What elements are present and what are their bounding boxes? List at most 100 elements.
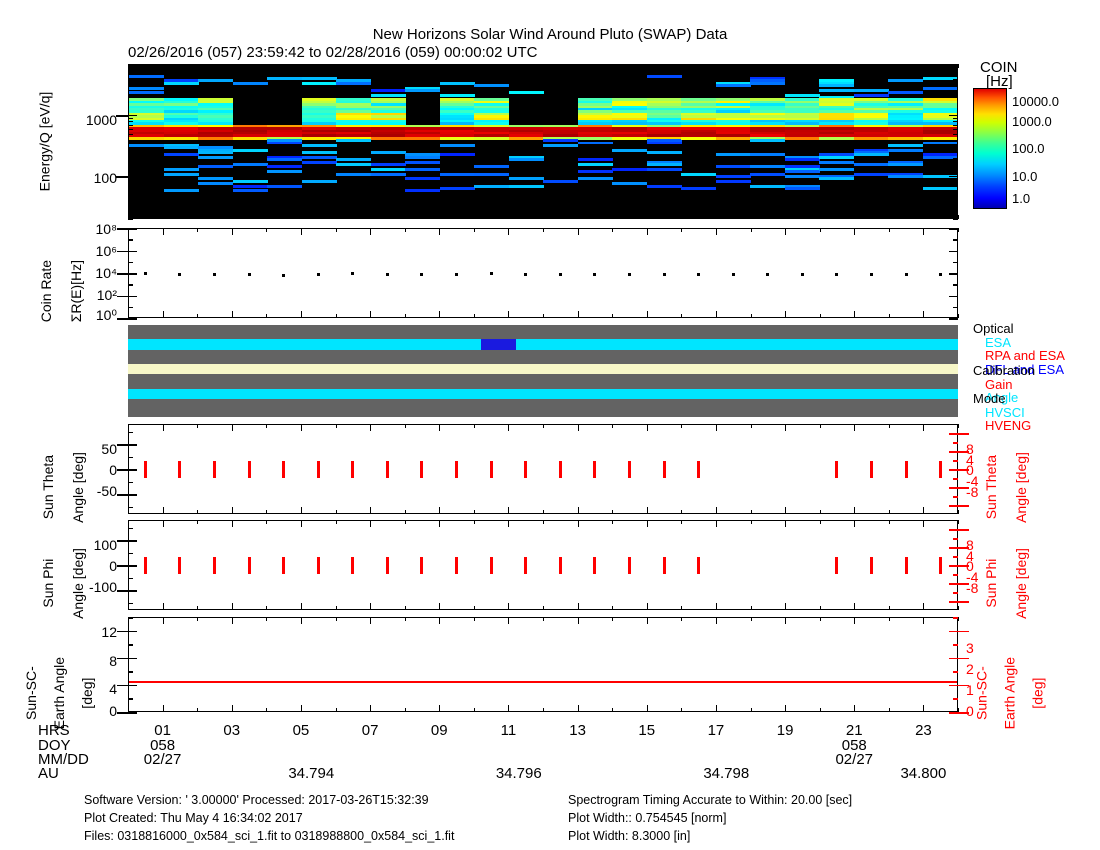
spectrogram-cell xyxy=(267,158,303,162)
sunphi-data-marker xyxy=(455,556,459,574)
spectrogram-cell xyxy=(750,103,786,107)
suntheta-y-label-right-line2: Angle [deg] xyxy=(1013,452,1029,523)
spectrogram-cell xyxy=(750,98,786,102)
suntheta-ytickR-8: 8 xyxy=(966,441,974,457)
spectrogram-tickmark-right xyxy=(953,158,958,160)
spectrogram-cell xyxy=(888,129,924,133)
sunphi-ytickmark xyxy=(128,527,133,529)
panel-xtick xyxy=(785,617,787,624)
spectrogram-cell xyxy=(577,136,613,140)
panel-xtick xyxy=(473,520,475,524)
sunscearth-major-tick-leader-right xyxy=(958,630,969,633)
panel-xtick xyxy=(128,520,129,524)
spectrogram-cell xyxy=(922,103,957,107)
spectrogram-tickmark xyxy=(128,176,137,178)
spectrogram-tickmark-right xyxy=(953,124,958,126)
spectrogram-cell xyxy=(819,117,855,121)
spectrogram-cell xyxy=(612,129,648,133)
spectrogram-cell xyxy=(163,172,199,176)
spectrogram-cell xyxy=(646,124,682,128)
panel-xtick-bottom xyxy=(750,215,752,219)
suntheta-ytickmark xyxy=(128,506,133,508)
coinrate-data-point xyxy=(524,272,528,276)
coinrate-major-tick-leader xyxy=(117,295,128,297)
spectrogram-tickmark-right xyxy=(949,115,958,117)
spectrogram-cell xyxy=(198,129,234,133)
panel-xtick xyxy=(681,617,683,621)
panel-xtick-bottom xyxy=(128,314,129,318)
panel-xtick-bottom xyxy=(128,215,129,219)
suntheta-data-marker xyxy=(904,460,908,478)
spectrogram-cell xyxy=(336,103,372,107)
spectrogram-cell xyxy=(129,98,165,102)
panel-xtick xyxy=(750,228,752,232)
spectrogram-cell xyxy=(267,76,303,80)
xaxis-hrs-label: 01 xyxy=(154,722,171,739)
spectrogram-cell xyxy=(198,122,234,126)
xaxis-hrs-label: 03 xyxy=(223,722,241,739)
spectrogram-tickmark xyxy=(128,124,133,126)
spectrogram-cell xyxy=(474,100,510,104)
coinrate-ytick-1e2: 10² xyxy=(96,287,117,303)
panel-xtick-bottom xyxy=(508,507,510,514)
suntheta-ytickmark-right xyxy=(949,469,958,471)
suntheta-ytick-m50: -50 xyxy=(96,483,117,499)
panel-xtick-bottom xyxy=(404,510,406,514)
spectrogram-cell xyxy=(336,105,372,109)
spectrogram-cell xyxy=(129,110,165,114)
spectrogram-cell xyxy=(543,131,579,135)
panel-xtick xyxy=(266,64,268,68)
sunphi-ytickmark-right xyxy=(953,556,958,558)
coinrate-ytickmark xyxy=(128,228,137,230)
sunphi-data-marker xyxy=(904,556,908,574)
panel-xtick-bottom xyxy=(439,311,441,318)
suntheta-data-marker xyxy=(385,460,389,478)
spectrogram-cell xyxy=(508,124,544,128)
sunphi-data-marker xyxy=(212,556,216,574)
panel-xtick xyxy=(715,520,717,527)
sunphi-major-tick-leader-right xyxy=(958,583,969,585)
spectrogram-cell xyxy=(370,112,406,116)
panel-xtick-bottom xyxy=(577,705,579,712)
spectrogram-tickmark xyxy=(128,200,133,202)
spectrogram-cell xyxy=(819,96,855,100)
spectrogram-cell xyxy=(784,155,820,159)
spectrogram-cell xyxy=(612,105,648,109)
spectrogram-cell xyxy=(853,88,889,92)
spectrogram-cell xyxy=(681,172,717,176)
spectrogram-cell xyxy=(336,119,372,123)
spectrogram-cell xyxy=(646,167,682,171)
panel-xtick xyxy=(543,520,544,524)
spectrogram-cell xyxy=(784,127,820,131)
footer-right-line2: Plot Width:: 0.754545 [norm] xyxy=(568,811,727,825)
suntheta-major-tick-leader-right xyxy=(958,487,969,489)
spectrogram-cell xyxy=(819,79,855,83)
panel-xtick xyxy=(128,228,129,232)
sunscearth-major-tick-leader-right xyxy=(958,712,969,714)
spectrogram-cell xyxy=(819,155,855,159)
spectrogram-cell xyxy=(888,148,924,152)
sunscearth-ytickmark-right xyxy=(953,617,958,619)
sunscearth-y-label-right-line1: Sun-SC- xyxy=(973,666,990,720)
suntheta-major-tick-leader-right xyxy=(958,469,969,471)
spectrogram-cell xyxy=(715,115,751,119)
panel-xtick xyxy=(439,617,441,624)
panel-xtick-bottom xyxy=(958,606,959,610)
suntheta-ytickR-4: 4 xyxy=(966,452,974,468)
spectrogram-cell xyxy=(646,129,682,133)
spectrogram-cell xyxy=(750,134,786,138)
sunphi-data-marker xyxy=(143,556,147,574)
panel-xtick xyxy=(681,64,683,68)
sunphi-data-marker xyxy=(627,556,631,574)
panel-xtick xyxy=(785,520,787,527)
spectrogram-tickmark xyxy=(128,115,137,117)
suntheta-y-label-right-line1: Sun Theta xyxy=(983,454,999,520)
spectrogram-cell xyxy=(750,81,786,85)
spectrogram-cell xyxy=(508,129,544,133)
spectrogram-cell xyxy=(370,119,406,123)
spectrogram-cell xyxy=(543,129,579,133)
sunscearth-ytickmark xyxy=(128,644,133,646)
spectrogram-cell xyxy=(163,124,199,128)
spectrogram-cell xyxy=(198,115,234,119)
spectrogram-cell xyxy=(129,117,165,121)
